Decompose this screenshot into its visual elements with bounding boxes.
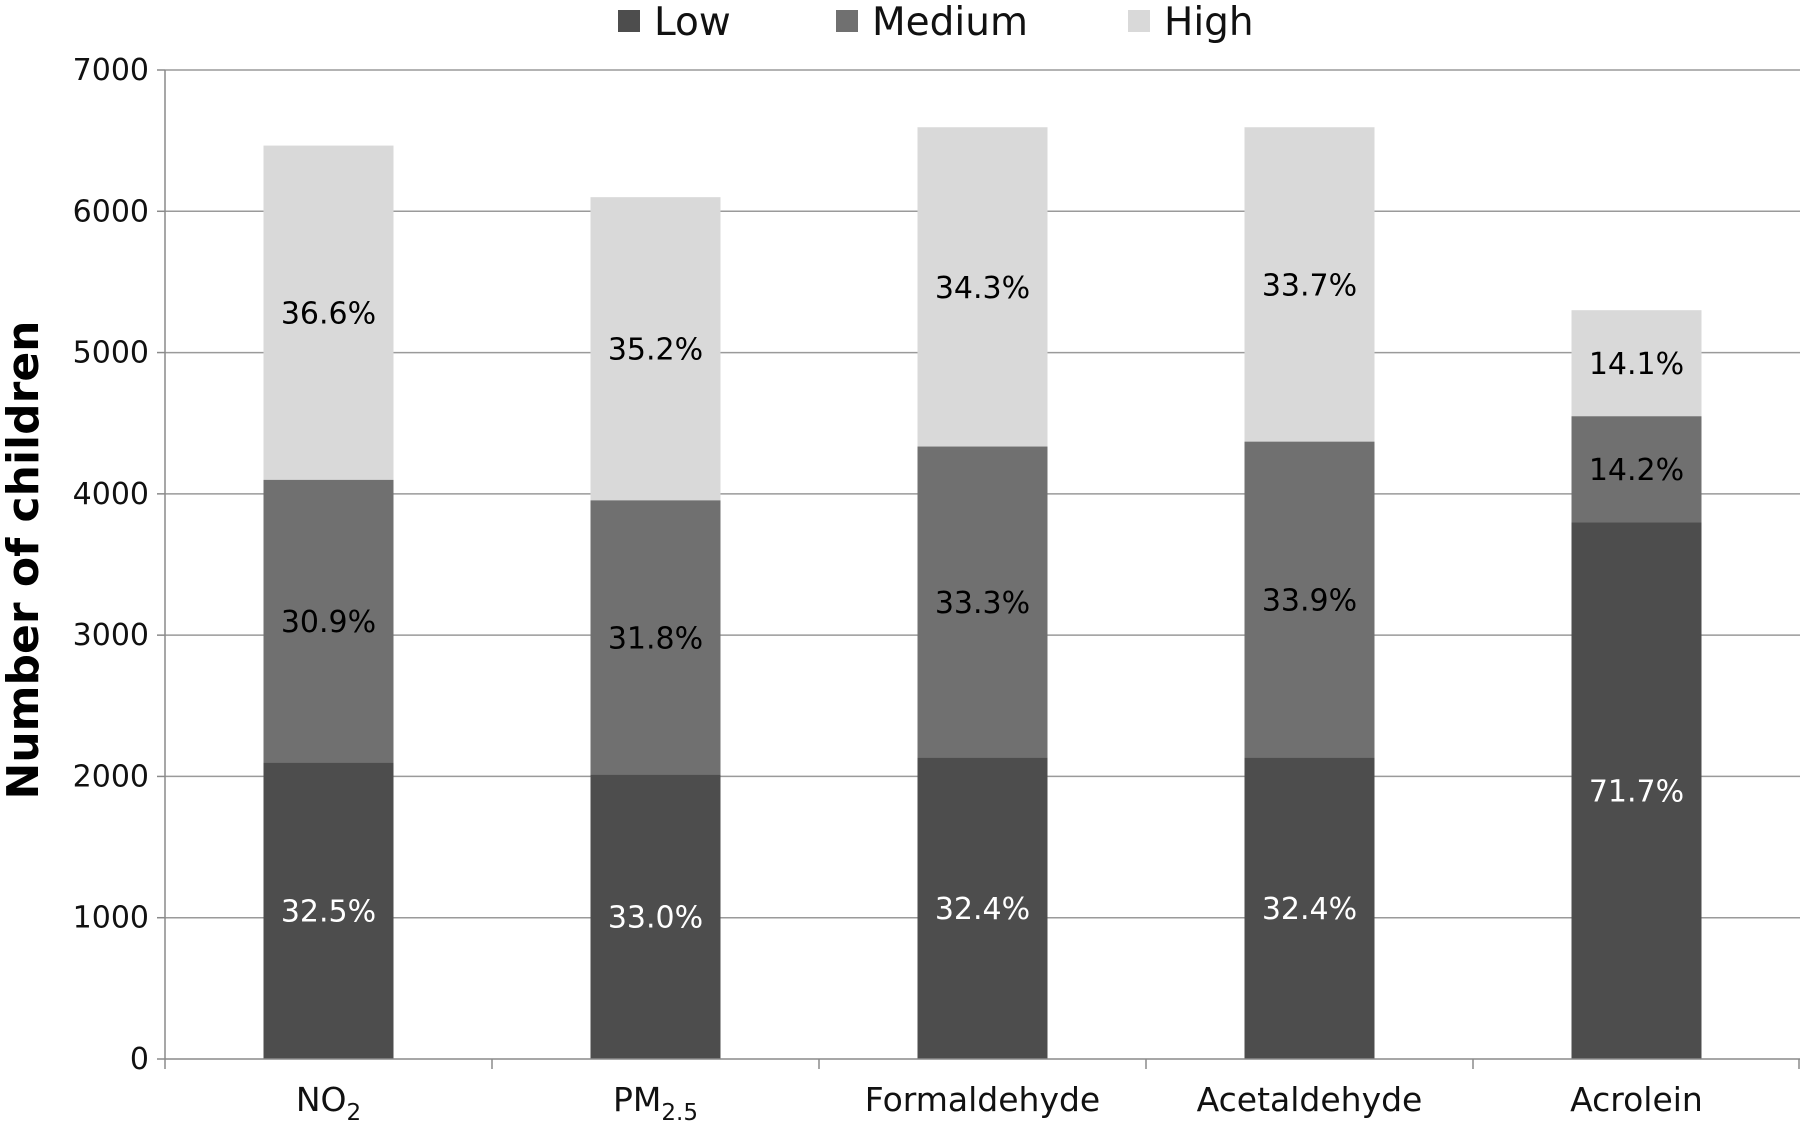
bar-segment-medium bbox=[263, 479, 394, 763]
x-tick-label: NO2 bbox=[296, 1080, 361, 1126]
segment-labels: 32.5% 30.9% 36.6% 33.0% 31.8% 35.2% 32.4% 33.3%… bbox=[281, 268, 1684, 935]
legend-label: Medium bbox=[872, 0, 1028, 45]
bar-segment-high bbox=[590, 197, 721, 501]
bars bbox=[263, 127, 1702, 1059]
legend-label: High bbox=[1164, 0, 1254, 45]
data-label: 14.1% bbox=[1589, 347, 1684, 382]
data-label: 32.4% bbox=[1262, 892, 1357, 927]
y-axis-label: Number of children bbox=[0, 321, 49, 800]
bar-segment-low bbox=[590, 774, 721, 1059]
bar-segment-medium bbox=[1244, 441, 1375, 758]
bar-segment-medium bbox=[590, 500, 721, 775]
legend-label: Low bbox=[654, 0, 731, 45]
x-tick-label: Acrolein bbox=[1570, 1080, 1703, 1119]
data-label: 35.2% bbox=[608, 333, 703, 368]
bar-segment-medium bbox=[917, 446, 1048, 758]
legend: Low Medium High bbox=[618, 0, 1254, 45]
y-tick-label: 5000 bbox=[73, 336, 149, 371]
x-tick-label: Formaldehyde bbox=[865, 1080, 1100, 1119]
bar-segment-low bbox=[1244, 757, 1375, 1059]
legend-swatch-low bbox=[618, 10, 640, 32]
bar-segment-high bbox=[1244, 127, 1375, 442]
data-label: 32.4% bbox=[935, 892, 1030, 927]
data-label: 34.3% bbox=[935, 271, 1030, 306]
data-label: 32.5% bbox=[281, 895, 376, 930]
bar-segment-high bbox=[917, 127, 1048, 447]
data-label: 30.9% bbox=[281, 605, 376, 640]
data-label: 33.3% bbox=[935, 586, 1030, 621]
data-label: 14.2% bbox=[1589, 453, 1684, 488]
data-label: 36.6% bbox=[281, 297, 376, 332]
data-label: 33.7% bbox=[1262, 268, 1357, 303]
data-label: 31.8% bbox=[608, 621, 703, 656]
legend-swatch-medium bbox=[836, 10, 858, 32]
data-label: 71.7% bbox=[1589, 775, 1684, 810]
x-tick-label: Acetaldehyde bbox=[1197, 1080, 1423, 1119]
bar-segment-high bbox=[263, 145, 394, 480]
data-label: 33.0% bbox=[608, 901, 703, 936]
y-tick-label: 7000 bbox=[73, 53, 149, 88]
bar-segment-medium bbox=[1571, 416, 1702, 523]
y-tick-label: 1000 bbox=[73, 901, 149, 936]
bar-segment-low bbox=[263, 762, 394, 1059]
y-tick-label: 0 bbox=[130, 1042, 149, 1077]
axes: 0 1000 2000 3000 4000 5000 6000 7000 NO2 PM2.5 For… bbox=[73, 53, 1800, 1126]
y-tick-label: 6000 bbox=[73, 194, 149, 229]
bar-segment-high bbox=[1571, 310, 1702, 417]
bar-segment-low bbox=[1571, 522, 1702, 1059]
y-tick-label: 4000 bbox=[73, 477, 149, 512]
bar-segment-low bbox=[917, 757, 1048, 1059]
data-label: 33.9% bbox=[1262, 583, 1357, 618]
x-tick-label: PM2.5 bbox=[613, 1080, 698, 1126]
y-tick-label: 3000 bbox=[73, 618, 149, 653]
legend-swatch-high bbox=[1128, 10, 1150, 32]
y-tick-label: 2000 bbox=[73, 759, 149, 794]
